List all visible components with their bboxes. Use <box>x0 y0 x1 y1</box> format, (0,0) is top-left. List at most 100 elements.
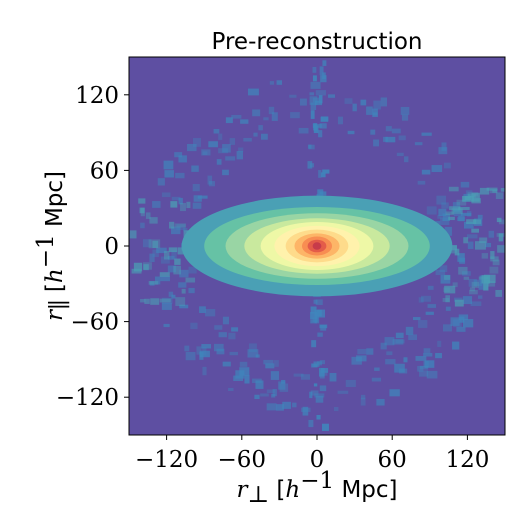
noise-patch <box>458 266 468 275</box>
noise-patch <box>441 142 447 151</box>
noise-patch <box>190 322 198 330</box>
noise-patch <box>308 419 314 428</box>
noise-patch <box>498 219 505 225</box>
noise-patch <box>302 406 309 416</box>
noise-patch <box>440 217 450 226</box>
noise-patch <box>396 152 404 157</box>
noise-patch <box>322 423 329 431</box>
noise-patch <box>152 249 159 258</box>
noise-patch <box>179 304 189 309</box>
noise-patch <box>254 394 260 400</box>
noise-patch <box>463 319 474 328</box>
noise-patch <box>477 214 483 220</box>
noise-patch <box>178 155 187 163</box>
noise-patch <box>316 361 323 366</box>
noise-patch <box>157 178 165 186</box>
noise-patch <box>456 199 467 206</box>
y-tick-label: −120 <box>56 385 119 411</box>
noise-patch <box>322 60 327 66</box>
noise-patch <box>186 201 191 209</box>
noise-patch <box>380 342 387 350</box>
noise-patch <box>298 127 309 134</box>
noise-patch <box>448 186 459 192</box>
noise-patch <box>239 361 248 367</box>
noise-patch <box>323 371 328 376</box>
noise-patch <box>310 312 318 320</box>
noise-patch <box>309 92 315 96</box>
noise-patch <box>231 327 239 332</box>
noise-patch <box>265 363 275 369</box>
contour-level-11 <box>312 242 322 250</box>
noise-patch <box>373 100 381 110</box>
noise-patch <box>398 368 408 374</box>
noise-patch <box>160 256 170 264</box>
noise-patch <box>373 139 380 147</box>
noise-patch <box>374 367 380 371</box>
noise-patch <box>322 169 330 174</box>
noise-patch <box>293 373 304 377</box>
noise-patch <box>445 295 451 303</box>
noise-patch <box>345 379 356 388</box>
noise-patch <box>148 281 159 285</box>
noise-patch <box>360 99 367 106</box>
noise-patch <box>463 276 470 280</box>
noise-patch <box>483 282 489 291</box>
noise-patch <box>423 348 431 354</box>
noise-patch <box>318 95 323 104</box>
noise-patch <box>385 136 396 143</box>
noise-patch <box>187 143 197 152</box>
noise-patch <box>213 129 220 134</box>
noise-patch <box>421 132 432 136</box>
noise-patch <box>313 123 318 131</box>
noise-patch <box>492 189 498 193</box>
noise-patch <box>394 363 405 373</box>
noise-patch <box>319 123 327 129</box>
noise-patch <box>174 223 186 228</box>
noise-patch <box>228 332 236 340</box>
noise-patch <box>460 212 472 216</box>
x-axis-label: r⊥ [h−1 Mpc] <box>236 468 397 508</box>
noise-patch <box>319 66 324 76</box>
noise-patch <box>310 306 317 314</box>
noise-patch <box>408 334 418 341</box>
noise-patch <box>199 306 206 313</box>
noise-patch <box>183 227 188 232</box>
noise-patch <box>240 119 249 124</box>
noise-patch <box>255 354 260 358</box>
noise-patch <box>290 112 300 119</box>
noise-patch <box>468 278 477 287</box>
noise-patch <box>500 187 505 192</box>
noise-patch <box>413 317 421 321</box>
noise-patch <box>391 128 401 134</box>
noise-patch <box>315 395 324 403</box>
noise-patch <box>316 414 321 420</box>
noise-patch <box>439 265 448 273</box>
noise-patch <box>222 361 231 367</box>
noise-patch <box>497 245 505 253</box>
noise-patch <box>458 215 465 222</box>
noise-patch <box>205 309 216 317</box>
noise-patch <box>380 97 388 107</box>
noise-patch <box>471 281 480 288</box>
noise-patch <box>310 110 315 119</box>
noise-patch <box>268 106 275 115</box>
noise-patch <box>154 276 161 285</box>
noise-patch <box>313 299 318 304</box>
noise-patch <box>191 165 199 172</box>
noise-patch <box>459 257 466 264</box>
noise-patch <box>168 247 178 253</box>
noise-patch <box>218 332 227 338</box>
y-tick-label: −60 <box>70 310 119 336</box>
noise-patch <box>465 196 471 201</box>
noise-patch <box>229 138 236 145</box>
noise-patch <box>144 298 150 304</box>
noise-patch <box>426 206 437 215</box>
noise-patch <box>414 142 423 146</box>
noise-patch <box>201 344 212 349</box>
noise-patch <box>456 326 466 332</box>
noise-patch <box>139 207 145 214</box>
noise-patch <box>320 75 327 83</box>
noise-patch <box>188 287 195 294</box>
noise-patch <box>236 151 243 160</box>
noise-patch <box>317 332 323 337</box>
